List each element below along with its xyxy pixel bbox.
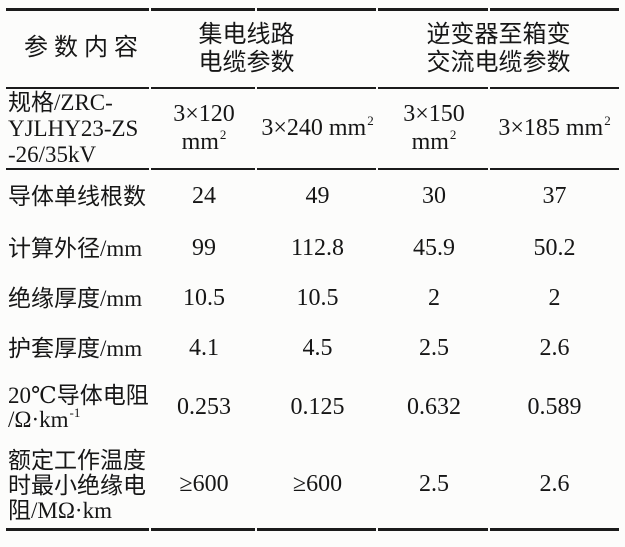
spec-value-superscript: 2 [367, 112, 374, 128]
column-group-inverter-to-box-line1: 逆变器至箱变 [426, 22, 571, 48]
value-cell: 2.5 [419, 471, 449, 498]
table-row-minimum-insulation-resistance: 额定工作温度 时最小绝缘电 阻/MΩ·km ≥600 ≥600 2.5 2.6 [6, 442, 619, 528]
value-cell: 2 [548, 285, 561, 312]
value-cell: 0.253 [177, 394, 231, 421]
border-segment [378, 528, 488, 531]
border-segment [151, 8, 255, 11]
row-label: 额定工作温度 时最小绝缘电 阻/MΩ·km [6, 448, 151, 523]
spec-value-cell: 3×150 mm2 [378, 101, 490, 156]
column-header-parameter: 参数内容 [24, 35, 144, 62]
specification-divider [6, 168, 619, 170]
value-cell: 4.1 [189, 335, 219, 362]
row-label: 绝缘厚度/mm [8, 285, 143, 311]
value-cell: ≥600 [179, 471, 229, 498]
value-cell: 99 [192, 235, 216, 262]
row-label-specification: 规格/ZRC- YJLHY23-ZS -26/35kV [6, 90, 151, 168]
value-cell: 24 [192, 183, 216, 210]
value-cell: 2.6 [539, 335, 570, 362]
value-cell: 10.5 [296, 285, 339, 312]
border-segment [257, 168, 376, 170]
row-label: 20℃导体电阻 /Ω·km-1 [6, 384, 151, 432]
value-cell: ≥600 [292, 471, 343, 498]
table-row-conductor-resistance-20c: 20℃导体电阻 /Ω·km-1 0.253 0.125 0.632 0.589 [6, 374, 619, 442]
row-label-line1: 额定工作温度 [8, 447, 146, 473]
border-segment [6, 8, 149, 11]
value-cell: 112.8 [290, 235, 345, 262]
spec-value-cell: 3×240 mm2 [257, 112, 378, 143]
table-header-row: 参数内容 集电线路 电缆参数 逆变器至箱变 交流电缆参数 [6, 11, 619, 87]
spec-value-base: 3×185 mm [498, 114, 604, 141]
spec-value-superscript: 2 [219, 126, 227, 142]
border-segment [490, 8, 619, 11]
row-label: 导体单线根数 [8, 183, 146, 209]
value-cell: 2.6 [539, 471, 570, 498]
column-group-collector-line: 集电线路 电缆参数 [151, 21, 378, 77]
column-group-collector-line-line1: 集电线路 [198, 22, 295, 48]
column-group-inverter-to-box: 逆变器至箱变 交流电缆参数 [378, 21, 619, 77]
border-segment [490, 168, 619, 170]
row-label-line3: 阻/MΩ·km [8, 497, 112, 523]
spec-value-base: 3×120 mm [173, 100, 235, 155]
row-label: 计算外径/mm [8, 235, 143, 261]
table-row-insulation-thickness: 绝缘厚度/mm 10.5 10.5 2 2 [6, 274, 619, 324]
spec-value-cell: 3×120 mm2 [151, 101, 257, 156]
value-cell: 49 [305, 183, 330, 210]
border-segment [151, 87, 255, 89]
value-cell: 50.2 [533, 235, 576, 262]
border-segment [257, 87, 376, 89]
column-group-collector-line-line2: 电缆参数 [198, 50, 295, 76]
value-cell: 4.5 [302, 335, 333, 362]
row-label-exponent: -1 [69, 405, 81, 421]
border-segment [490, 528, 619, 531]
spec-value-superscript: 2 [449, 126, 457, 142]
border-segment [6, 168, 149, 170]
value-cell: 37 [542, 183, 567, 210]
border-segment [257, 528, 376, 531]
row-label: 护套厚度/mm [8, 335, 143, 361]
value-cell: 10.5 [183, 285, 225, 312]
border-segment [378, 168, 488, 170]
table-row-calculated-outer-diameter: 计算外径/mm 99 112.8 45.9 50.2 [6, 224, 619, 274]
table-row-sheath-thickness: 护套厚度/mm 4.1 4.5 2.5 2.6 [6, 324, 619, 374]
spec-value-base: 3×240 mm [261, 114, 367, 141]
border-segment [378, 87, 488, 89]
row-label-line2: /Ω·km-1 [8, 405, 151, 432]
table-row-conductor-strand-count: 导体单线根数 24 49 30 37 [6, 170, 619, 224]
row-label-line2: 时最小绝缘电 [8, 472, 146, 498]
spec-value-base: 3×150 mm [403, 100, 465, 155]
table-row-specification: 规格/ZRC- YJLHY23-ZS -26/35kV 3×120 mm2 3×… [6, 89, 619, 168]
table-top-border [6, 8, 619, 11]
spec-value-cell: 3×185 mm2 [490, 112, 619, 143]
border-segment [378, 8, 488, 11]
header-divider [6, 87, 619, 89]
value-cell: 2 [428, 285, 440, 312]
row-label-specification-line1: 规格/ZRC- [8, 89, 113, 115]
value-cell: 0.632 [407, 394, 461, 421]
border-segment [6, 87, 149, 89]
row-label-specification-line2: YJLHY23-ZS [8, 115, 139, 141]
border-segment [6, 528, 149, 531]
cable-parameters-table: 参数内容 集电线路 电缆参数 逆变器至箱变 交流电缆参数 规格/ZRC- YJL… [6, 8, 619, 531]
value-cell: 2.5 [419, 335, 449, 362]
spec-value-superscript: 2 [604, 112, 611, 128]
table-bottom-border [6, 528, 619, 531]
border-segment [151, 528, 255, 531]
border-segment [257, 8, 376, 11]
border-segment [151, 168, 255, 170]
value-cell: 30 [422, 183, 446, 210]
row-label-line1: 20℃导体电阻 [8, 383, 149, 408]
value-cell: 45.9 [413, 235, 455, 262]
border-segment [490, 87, 619, 89]
column-group-inverter-to-box-line2: 交流电缆参数 [426, 50, 571, 76]
row-label-specification-line3: -26/35kV [8, 141, 97, 167]
row-label-unit: /Ω·km [8, 407, 69, 432]
value-cell: 0.125 [290, 394, 345, 421]
value-cell: 0.589 [527, 394, 582, 421]
